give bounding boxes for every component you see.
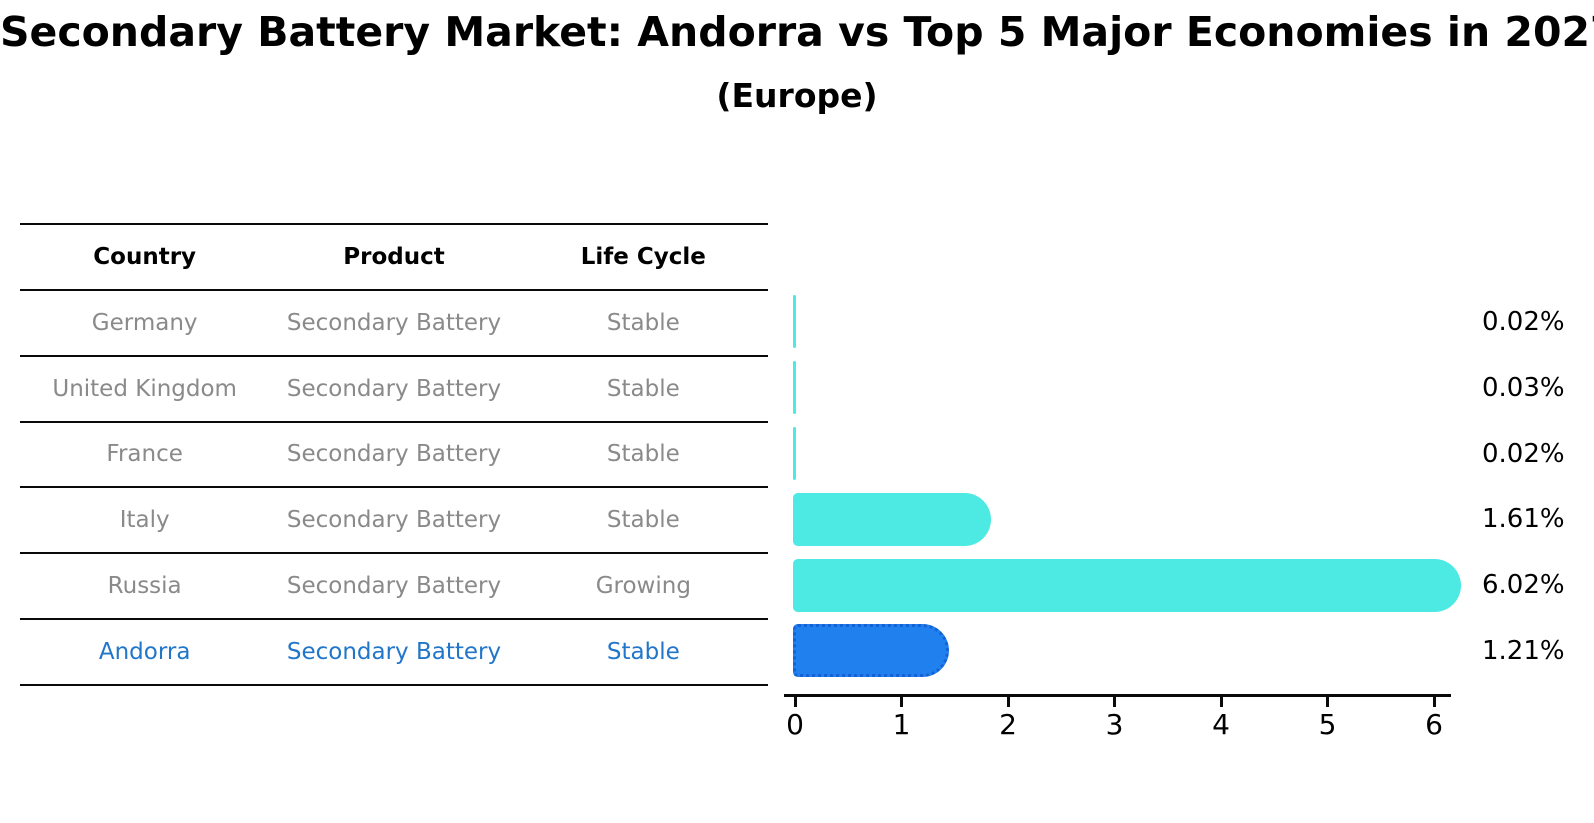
col-header-life-cycle: Life Cycle <box>580 244 706 270</box>
x-tick-mark-3 <box>1113 697 1116 707</box>
col-header-country: Country <box>93 244 197 270</box>
table-cell-product: Secondary Battery <box>286 638 502 665</box>
table-cell-product: Secondary Battery <box>286 375 502 402</box>
table-cell-country: France <box>106 441 183 468</box>
table-cell-country: Russia <box>107 573 182 600</box>
bar-andorra <box>793 624 949 678</box>
table-cell-product: Secondary Battery <box>286 507 502 534</box>
chart-title: Secondary Battery Market: Andorra vs Top… <box>0 8 1594 56</box>
x-tick-mark-1 <box>900 697 903 707</box>
table-row-russia: Russia Secondary Battery Growing <box>20 554 768 620</box>
bar-italy <box>793 492 992 546</box>
value-label-germany: 0.02% <box>1482 306 1565 337</box>
x-tick-label-5: 5 <box>1318 708 1337 741</box>
bar-russia <box>793 558 1462 612</box>
x-axis-line <box>784 694 1451 697</box>
x-tick-mark-2 <box>1006 697 1010 707</box>
table-header-row: Country Product Life Cycle <box>20 225 768 291</box>
value-label-united-kingdom: 0.03% <box>1482 372 1565 403</box>
value-label-italy: 1.61% <box>1482 504 1565 535</box>
table-row-united-kingdom: United Kingdom Secondary Battery Stable <box>20 357 768 423</box>
bar-france <box>793 427 796 480</box>
x-tick-label-6: 6 <box>1425 708 1443 741</box>
bar-united-kingdom <box>793 361 797 415</box>
table-cell-life-cycle: Stable <box>606 309 680 336</box>
table-cell-country: Andorra <box>98 638 191 665</box>
table-row-france: France Secondary Battery Stable <box>20 423 768 489</box>
table-cell-country: Germany <box>91 309 198 336</box>
table-cell-country: Italy <box>119 507 170 534</box>
x-tick-label-0: 0 <box>786 708 804 741</box>
table-cell-country: United Kingdom <box>52 375 237 402</box>
x-tick-label-2: 2 <box>999 708 1017 741</box>
table-cell-product: Secondary Battery <box>286 441 502 468</box>
value-label-france: 0.02% <box>1482 438 1565 469</box>
x-tick-label-4: 4 <box>1212 708 1230 741</box>
bar-germany <box>793 295 796 349</box>
col-header-product: Product <box>343 244 445 270</box>
x-tick-label-1: 1 <box>892 708 911 741</box>
table-cell-life-cycle: Growing <box>595 573 691 600</box>
table-cell-life-cycle: Stable <box>606 375 680 402</box>
x-tick-mark-4 <box>1219 697 1223 707</box>
value-label-russia: 6.02% <box>1482 570 1565 601</box>
table-cell-life-cycle: Stable <box>606 638 680 665</box>
chart-subtitle: (Europe) <box>716 76 878 115</box>
table-row-italy: Italy Secondary Battery Stable <box>20 488 768 555</box>
x-tick-mark-0 <box>793 697 797 707</box>
data-table: Country Product Life Cycle Germany Second… <box>20 223 768 686</box>
x-tick-mark-5 <box>1326 697 1329 707</box>
table-cell-product: Secondary Battery <box>286 309 502 336</box>
table-row-andorra: Andorra Secondary Battery Stable <box>20 620 768 686</box>
x-tick-mark-6 <box>1432 697 1436 707</box>
table-cell-life-cycle: Stable <box>606 507 680 534</box>
x-tick-label-3: 3 <box>1105 708 1124 741</box>
table-cell-life-cycle: Stable <box>606 441 680 468</box>
value-label-andorra: 1.21% <box>1482 635 1565 666</box>
table-row-germany: Germany Secondary Battery Stable <box>20 291 768 357</box>
table-cell-product: Secondary Battery <box>286 573 502 600</box>
